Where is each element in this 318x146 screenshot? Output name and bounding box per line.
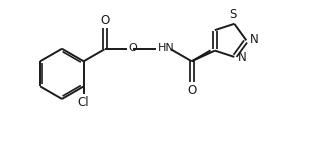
Text: N: N — [250, 33, 259, 46]
Text: N: N — [238, 51, 246, 64]
Text: O: O — [100, 14, 109, 27]
Text: HN: HN — [157, 43, 174, 53]
Text: O: O — [129, 43, 137, 53]
Text: S: S — [230, 8, 237, 21]
Text: Cl: Cl — [78, 96, 89, 109]
Text: O: O — [187, 84, 196, 97]
